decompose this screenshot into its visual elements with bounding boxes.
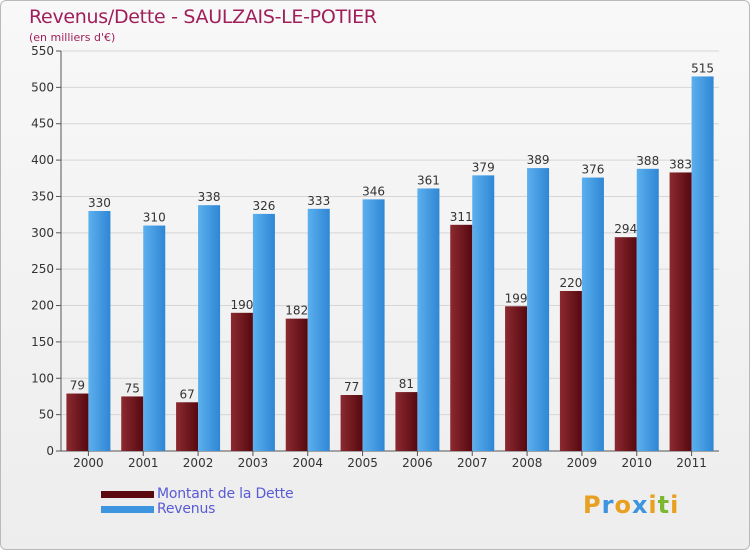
bar-dette: [614, 237, 637, 451]
x-tick-label: 2001: [128, 456, 159, 470]
data-label-dette: 220: [559, 276, 582, 290]
bar-dette: [559, 291, 582, 451]
bar-revenus: [472, 175, 495, 451]
x-tick-label: 2000: [73, 456, 104, 470]
data-label-revenus: 310: [143, 211, 166, 225]
x-tick-label: 2009: [567, 456, 598, 470]
y-tick-label: 300: [31, 226, 54, 240]
data-label-dette: 294: [614, 222, 637, 236]
data-label-revenus: 515: [691, 61, 714, 75]
data-label-revenus: 389: [527, 153, 550, 167]
data-label-dette: 182: [285, 304, 308, 318]
logo-letter: P: [583, 491, 602, 519]
data-label-revenus: 376: [581, 163, 604, 177]
x-tick-label: 2004: [292, 456, 323, 470]
proxiti-logo: Proxiti: [583, 491, 679, 519]
data-label-revenus: 346: [362, 184, 385, 198]
data-label-revenus: 379: [472, 160, 495, 174]
data-label-dette: 81: [399, 377, 414, 391]
bar-dette: [450, 224, 473, 451]
bar-revenus: [362, 199, 385, 451]
bar-revenus: [636, 168, 659, 451]
legend-swatch-dette: [101, 491, 154, 498]
data-label-dette: 75: [125, 381, 140, 395]
y-tick-label: 50: [39, 408, 54, 422]
bar-revenus: [527, 168, 550, 451]
data-label-dette: 383: [669, 157, 692, 171]
bar-revenus: [307, 208, 330, 451]
y-tick-label: 350: [31, 189, 54, 203]
bar-revenus: [252, 213, 275, 451]
bar-revenus: [581, 177, 604, 451]
x-tick-label: 2007: [457, 456, 488, 470]
logo-letter: o: [614, 491, 632, 519]
bar-dette: [669, 172, 692, 452]
bar-dette: [340, 395, 363, 451]
y-tick-label: 100: [31, 371, 54, 385]
chart-title: Revenus/Dette - SAULZAIS-LE-POTIER: [29, 6, 377, 28]
x-tick-label: 2005: [347, 456, 378, 470]
bar-dette: [285, 318, 308, 451]
bar-dette: [395, 392, 418, 451]
y-tick-label: 200: [31, 299, 54, 313]
x-tick-label: 2008: [512, 456, 543, 470]
data-label-dette: 77: [344, 380, 359, 394]
bar-revenus: [143, 225, 166, 451]
data-label-revenus: 330: [88, 196, 111, 210]
legend-swatch-revenus: [101, 506, 154, 513]
logo-letter: i: [648, 491, 658, 519]
chart-subtitle: (en milliers d'€): [29, 31, 116, 44]
x-tick-label: 2010: [621, 456, 652, 470]
y-tick-label: 250: [31, 262, 54, 276]
y-tick-label: 0: [46, 444, 54, 458]
logo-letter: i: [670, 491, 680, 519]
bar-dette: [230, 312, 253, 451]
x-tick-label: 2002: [183, 456, 214, 470]
data-label-dette: 199: [505, 291, 528, 305]
bar-dette: [176, 402, 199, 451]
x-tick-label: 2011: [676, 456, 707, 470]
bar-dette: [66, 393, 89, 451]
x-tick-label: 2006: [402, 456, 433, 470]
data-label-revenus: 326: [252, 199, 275, 213]
y-tick-label: 400: [31, 153, 54, 167]
y-tick-label: 450: [31, 117, 54, 131]
legend-label-dette: Montant de la Dette: [157, 486, 294, 502]
x-tick-label: 2003: [238, 456, 269, 470]
bar-dette: [121, 396, 144, 451]
bar-revenus: [417, 188, 440, 452]
bar-dette: [505, 306, 528, 451]
y-tick-label: 150: [31, 335, 54, 349]
bar-revenus: [198, 205, 221, 451]
data-label-revenus: 361: [417, 173, 440, 187]
bar-revenus: [691, 76, 714, 452]
y-tick-label: 550: [31, 44, 54, 58]
data-label-revenus: 333: [307, 194, 330, 208]
logo-letter: t: [657, 491, 671, 519]
logo-letter: x: [631, 491, 649, 519]
y-tick-label: 500: [31, 80, 54, 94]
bar-revenus: [88, 211, 111, 451]
data-label-revenus: 388: [636, 154, 659, 168]
data-label-dette: 190: [230, 298, 253, 312]
data-label-revenus: 338: [198, 190, 221, 204]
legend-label-revenus: Revenus: [157, 501, 216, 517]
data-label-dette: 311: [450, 210, 473, 224]
logo-letter: r: [601, 491, 615, 519]
data-label-dette: 67: [179, 387, 194, 401]
data-label-dette: 79: [70, 379, 85, 393]
